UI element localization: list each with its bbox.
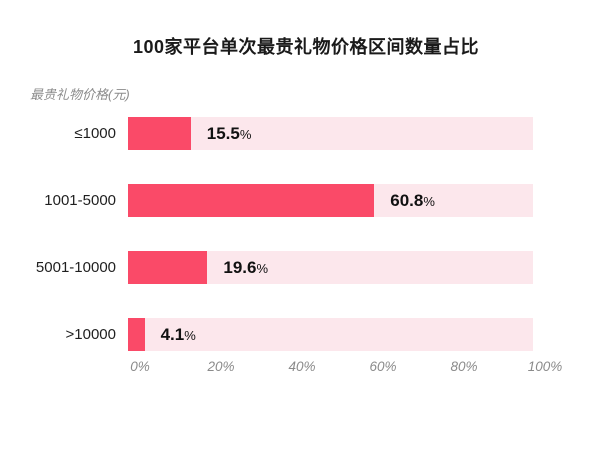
bar-row: 5001-10000 19.6% xyxy=(0,251,612,284)
bar-fill xyxy=(128,184,375,217)
value-label: 4.1% xyxy=(161,318,196,351)
bar-fill xyxy=(128,318,145,351)
value-label: 19.6% xyxy=(223,251,268,284)
value-label: 60.8% xyxy=(390,184,435,217)
value-label: 15.5% xyxy=(207,117,252,150)
bar-track: 19.6% xyxy=(128,251,533,284)
bar-row: >10000 4.1% xyxy=(0,318,612,351)
x-axis: 0% 20% 40% 60% 80% 100% xyxy=(130,359,562,377)
bar-row: 1001-5000 60.8% xyxy=(0,184,612,217)
x-axis-tick: 100% xyxy=(527,359,563,374)
chart-title: 100家平台单次最贵礼物价格区间数量占比 xyxy=(132,37,480,57)
value-number: 19.6 xyxy=(223,258,257,277)
value-percent-suffix: % xyxy=(239,127,252,142)
x-axis-tick: 80% xyxy=(450,359,478,374)
x-axis-tick: 0% xyxy=(130,359,150,374)
value-number: 60.8 xyxy=(390,191,424,210)
bar-fill xyxy=(128,251,208,284)
bar-track: 15.5% xyxy=(128,117,533,150)
y-axis-unit-label: 最贵礼物价格(元) xyxy=(30,87,130,102)
x-axis-tick: 60% xyxy=(369,359,397,374)
category-label: ≤1000 xyxy=(74,125,116,142)
x-axis-tick: 20% xyxy=(207,359,235,374)
x-axis-tick: 40% xyxy=(288,359,316,374)
value-percent-suffix: % xyxy=(184,328,196,343)
category-label: 5001-10000 xyxy=(35,259,116,276)
bar-track: 4.1% xyxy=(128,318,533,351)
value-number: 4.1 xyxy=(160,325,185,344)
category-label: >10000 xyxy=(65,326,116,343)
category-label: 1001-5000 xyxy=(44,192,116,209)
value-percent-suffix: % xyxy=(423,194,435,209)
bar-rows: ≤1000 15.5% 1001-5000 60.8% 5001-10000 19.6% >… xyxy=(0,117,612,351)
value-number: 15.5 xyxy=(206,124,240,143)
value-percent-suffix: % xyxy=(256,261,269,276)
bar-fill xyxy=(128,117,191,150)
bar-track: 60.8% xyxy=(128,184,533,217)
bar-row: ≤1000 15.5% xyxy=(0,117,612,150)
